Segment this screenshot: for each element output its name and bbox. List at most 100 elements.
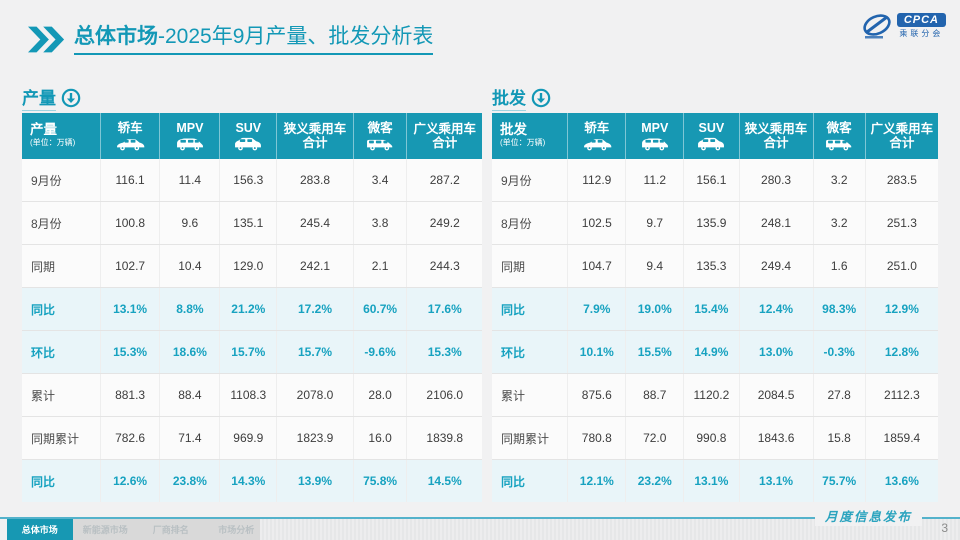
- row-label: 累计: [492, 373, 569, 417]
- table-row: 同比 13.1% 8.8% 21.2% 17.2% 60.7% 17.6%: [22, 287, 482, 331]
- table-cell: 15.3%: [100, 330, 161, 374]
- table-cell: 102.7: [100, 244, 161, 288]
- column-label-line2: 合计: [763, 136, 789, 150]
- table-cell: 15.3%: [406, 330, 482, 374]
- table-row: 累计 875.6 88.7 1120.2 2084.5 27.8 2112.3: [492, 373, 938, 417]
- table-cell: 280.3: [739, 159, 814, 202]
- column-header: SUV: [683, 113, 740, 159]
- table-cell: 13.1%: [683, 459, 740, 502]
- mpv-car-icon: [176, 138, 203, 151]
- column-header: 轿车: [567, 113, 627, 159]
- table-cell: 12.4%: [739, 287, 814, 331]
- column-header: MPV: [625, 113, 685, 159]
- table-cell: 13.0%: [739, 330, 814, 374]
- column-header: 微客: [353, 113, 408, 159]
- table-row: 9月份 112.9 11.2 156.1 280.3 3.2 283.5: [492, 159, 938, 202]
- row-label: 环比: [22, 330, 101, 374]
- table-cell: 135.1: [219, 201, 278, 245]
- table-cell: 14.3%: [219, 459, 278, 502]
- table-row: 同比 7.9% 19.0% 15.4% 12.4% 98.3% 12.9%: [492, 287, 938, 331]
- table-cell: 17.2%: [276, 287, 354, 331]
- table-cell: 116.1: [100, 159, 161, 202]
- unit-label: (单位：万辆): [500, 138, 546, 148]
- table-row: 同期累计 780.8 72.0 990.8 1843.6 15.8 1859.4: [492, 416, 938, 460]
- table-cell: 9.7: [625, 201, 685, 245]
- row-label: 同期: [492, 244, 569, 288]
- table-cell: -0.3%: [813, 330, 866, 374]
- wholesale-table: 批发 (单位：万辆) 轿车 MPV SUV 狭义乘用车 合计 微客 广义乘用车 合计 9月份 112.…: [492, 113, 938, 502]
- table-cell: 283.5: [865, 159, 938, 202]
- column-label: MPV: [176, 121, 204, 136]
- table-cell: 16.0: [353, 416, 408, 460]
- microvan-car-icon: [826, 139, 852, 151]
- column-header: 微客: [813, 113, 866, 159]
- table-cell: 780.8: [567, 416, 627, 460]
- footer-tabbar: 总体市场 新能源市场 厂商排名 市场分析: [7, 519, 269, 540]
- down-arrow-circle-icon: [61, 88, 81, 107]
- row-label: 9月份: [492, 159, 569, 202]
- section-label-text: 批发: [492, 84, 526, 111]
- row-label: 同比: [22, 459, 101, 502]
- table-cell: 1843.6: [739, 416, 814, 460]
- table-cell: 242.1: [276, 244, 354, 288]
- section-label-text: 产量: [22, 84, 56, 111]
- table-cell: 98.3%: [813, 287, 866, 331]
- table-cell: 244.3: [406, 244, 482, 288]
- table-row: 同比 12.1% 23.2% 13.1% 13.1% 75.7% 13.6%: [492, 459, 938, 502]
- title-rest: -2025年9月产量、批发分析表: [158, 25, 434, 48]
- table-cell: 129.0: [219, 244, 278, 288]
- footer-tab-市场分析[interactable]: 市场分析: [218, 525, 255, 535]
- table-cell: 251.0: [865, 244, 938, 288]
- page-title: 总体市场-2025年9月产量、批发分析表: [74, 24, 434, 56]
- row-label: 环比: [492, 330, 569, 374]
- table-cell: 7.9%: [567, 287, 627, 331]
- table-row: 8月份 102.5 9.7 135.9 248.1 3.2 251.3: [492, 201, 938, 245]
- table-cell: 12.1%: [567, 459, 627, 502]
- table-row: 同比 12.6% 23.8% 14.3% 13.9% 75.8% 14.5%: [22, 459, 482, 502]
- column-header: MPV: [159, 113, 221, 159]
- row-label: 同期: [22, 244, 101, 288]
- table-cell: 2078.0: [276, 373, 354, 417]
- table-cell: 3.4: [353, 159, 408, 202]
- table-cell: 249.2: [406, 201, 482, 245]
- table-row: 环比 10.1% 15.5% 14.9% 13.0% -0.3% 12.8%: [492, 330, 938, 374]
- table-cell: 8.8%: [159, 287, 221, 331]
- table-name: 批发: [500, 122, 527, 138]
- footer-tab-总体市场[interactable]: 总体市场: [7, 519, 73, 540]
- table-cell: 15.8: [813, 416, 866, 460]
- table-cell: 249.4: [739, 244, 814, 288]
- row-label: 同比: [492, 459, 569, 502]
- suv-car-icon: [235, 137, 262, 151]
- double-chevron-icon: [28, 26, 65, 53]
- table-cell: 2084.5: [739, 373, 814, 417]
- table-cell: 15.7%: [276, 330, 354, 374]
- table-cell: 156.1: [683, 159, 740, 202]
- table-cell: 2106.0: [406, 373, 482, 417]
- page-number: 3: [941, 521, 948, 535]
- table-cell: 1108.3: [219, 373, 278, 417]
- table-cell: 782.6: [100, 416, 161, 460]
- row-label: 同比: [22, 287, 101, 331]
- column-label: MPV: [641, 121, 669, 136]
- table-cell: 14.9%: [683, 330, 740, 374]
- table-cell: 1859.4: [865, 416, 938, 460]
- table-cell: 60.7%: [353, 287, 408, 331]
- footer-tab-厂商排名[interactable]: 厂商排名: [152, 525, 189, 535]
- table-row: 同期 104.7 9.4 135.3 249.4 1.6 251.0: [492, 244, 938, 288]
- table-cell: 21.2%: [219, 287, 278, 331]
- section-label-wholesale: 批发: [492, 84, 551, 111]
- column-label-line2: 合计: [889, 136, 915, 150]
- table-row: 环比 15.3% 18.6% 15.7% 15.7% -9.6% 15.3%: [22, 330, 482, 374]
- row-label: 8月份: [492, 201, 569, 245]
- section-label-production: 产量: [22, 84, 81, 111]
- table-cell: 3.2: [813, 201, 866, 245]
- row-label: 8月份: [22, 201, 101, 245]
- table-cell: 23.2%: [625, 459, 685, 502]
- table-cell: 283.8: [276, 159, 354, 202]
- table-cell: 17.6%: [406, 287, 482, 331]
- footer-tab-新能源市场[interactable]: 新能源市场: [82, 525, 128, 535]
- title-prefix: 总体市场: [74, 25, 158, 48]
- table-cell: 881.3: [100, 373, 161, 417]
- column-label: 狭义乘用车: [283, 121, 347, 136]
